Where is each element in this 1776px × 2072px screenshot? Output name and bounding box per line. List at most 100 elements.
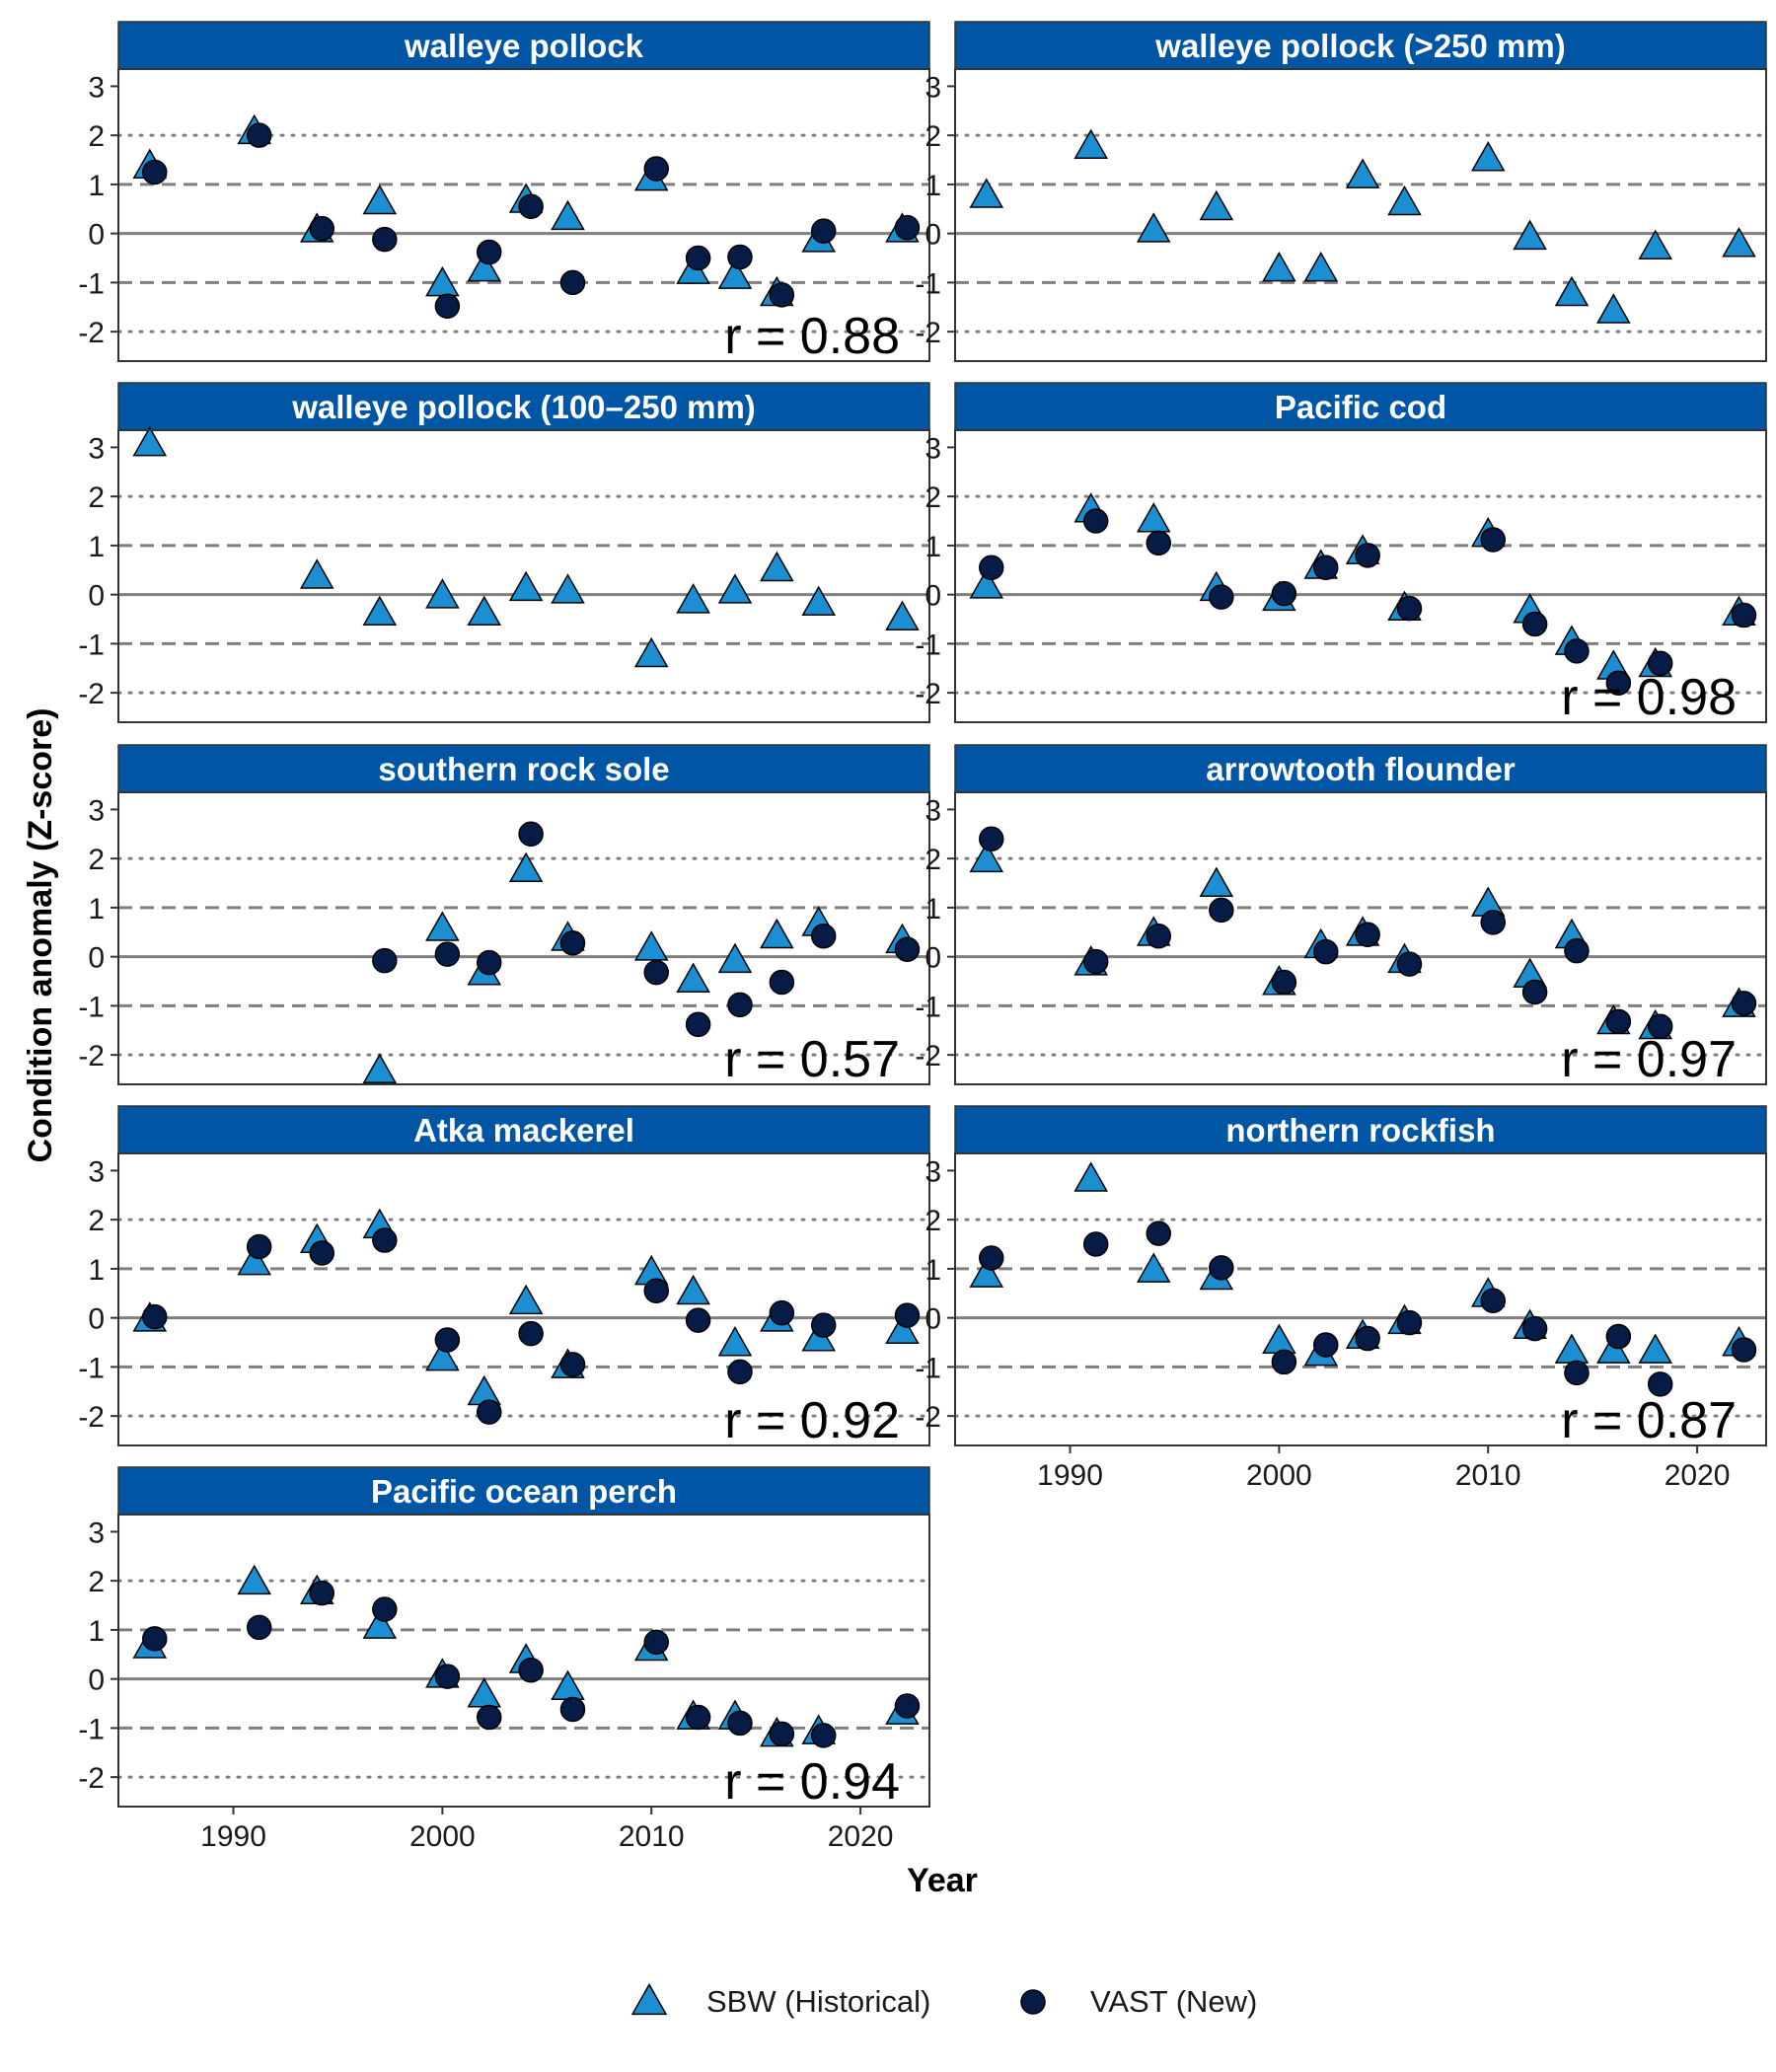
vast-point xyxy=(727,992,753,1018)
y-axis-title: Condition anomaly (Z-score) xyxy=(22,708,59,1163)
panel-atka-mackerel: Atka mackerel -2 -1 0 1 2 3 r = 0.92 xyxy=(78,1105,931,1449)
panel-strip xyxy=(117,21,930,70)
vast-point xyxy=(559,929,586,956)
y-tick-label: 1 xyxy=(925,531,941,563)
vast-point xyxy=(643,959,669,986)
correlation-label: r = 0.92 xyxy=(724,1392,900,1449)
panel-northern-rockfish: northern rockfish -2 -1 0 1 2 3 1990 2000 2010 202… xyxy=(915,1105,1768,1492)
panel-border xyxy=(117,1152,930,1446)
sbw-point xyxy=(237,1244,271,1276)
vast-point xyxy=(309,215,335,242)
sbw-point xyxy=(885,600,920,630)
panel-title: walleye pollock (>250 mm) xyxy=(1154,28,1565,64)
sbw-point xyxy=(1638,229,1673,260)
vast-point xyxy=(1271,969,1297,996)
y-tick-label: 3 xyxy=(925,432,941,465)
panel-strip xyxy=(117,744,930,793)
sbw-point xyxy=(1073,1161,1108,1192)
panel-border xyxy=(117,791,930,1085)
panel-border xyxy=(954,1152,1767,1446)
sbw-point xyxy=(633,930,669,961)
x-tick-label: 2020 xyxy=(828,1820,894,1853)
y-tick-label: 0 xyxy=(88,942,105,975)
vast-point xyxy=(1355,1325,1380,1352)
x-tick-label: 2020 xyxy=(1665,1459,1731,1492)
sbw-point xyxy=(676,962,710,993)
correlation-label: r = 0.98 xyxy=(1561,669,1737,726)
vast-point xyxy=(1209,1255,1234,1281)
y-tick-label: -1 xyxy=(915,991,941,1023)
vast-point xyxy=(1647,1013,1673,1040)
sbw-point xyxy=(1554,275,1590,307)
sbw-point xyxy=(1638,1333,1673,1364)
sbw-point xyxy=(237,1564,271,1595)
vast-point xyxy=(810,218,837,244)
y-tick-label: 3 xyxy=(88,71,105,104)
sbw-point xyxy=(467,251,502,282)
y-tick-label: 1 xyxy=(88,893,105,925)
vast-point xyxy=(518,1320,544,1347)
y-tick-label: -2 xyxy=(915,1040,941,1073)
y-tick-label: -2 xyxy=(78,1401,105,1434)
y-tick-label: -1 xyxy=(78,1713,105,1745)
vast-point xyxy=(1480,1288,1506,1313)
vast-point xyxy=(769,1721,795,1747)
y-tick-label: -2 xyxy=(915,1401,941,1434)
vast-point xyxy=(1082,508,1109,534)
panel-title: Pacific cod xyxy=(1275,389,1446,425)
vast-point xyxy=(476,949,502,976)
vast-point xyxy=(1146,924,1172,949)
sbw-point xyxy=(885,1313,920,1345)
vast-point xyxy=(246,122,272,148)
x-tick-label: 1990 xyxy=(200,1820,266,1853)
panel-border xyxy=(954,68,1767,362)
vast-point xyxy=(894,1693,921,1719)
y-tick-label: -2 xyxy=(78,678,105,710)
y-tick-label: 1 xyxy=(925,893,941,925)
vast-point xyxy=(979,555,1004,581)
sbw-point xyxy=(1596,1333,1631,1364)
vast-point xyxy=(810,924,837,949)
y-tick-label: 0 xyxy=(925,1303,941,1336)
vast-point xyxy=(1396,1309,1423,1336)
panel-arrowtooth-flounder: arrowtooth flounder -2 -1 0 1 2 3 r = 0.97 xyxy=(915,744,1768,1088)
y-tick-label: -2 xyxy=(78,317,105,349)
sbw-point xyxy=(1136,212,1171,243)
sbw-point xyxy=(633,636,669,668)
vast-point xyxy=(434,293,461,320)
vast-point xyxy=(727,244,753,270)
vast-point xyxy=(476,239,502,265)
sbw-point xyxy=(132,425,168,457)
panel-border xyxy=(954,791,1767,1085)
vast-point xyxy=(372,947,398,974)
panel-title: Pacific ocean perch xyxy=(371,1473,677,1510)
sbw-point xyxy=(362,1053,398,1084)
vast-point xyxy=(1605,1323,1632,1350)
vast-point xyxy=(518,193,544,220)
vast-point xyxy=(434,941,461,967)
legend-key-vast-circle-icon xyxy=(1020,1989,1046,2015)
x-tick-label: 2010 xyxy=(619,1820,685,1853)
x-tick-label: 2010 xyxy=(1455,1459,1521,1492)
sbw-point xyxy=(969,568,1004,599)
y-tick-label: 0 xyxy=(88,219,105,252)
panel-border xyxy=(954,429,1767,723)
correlation-label: r = 0.97 xyxy=(1561,1031,1737,1088)
panel-strip xyxy=(954,21,1767,70)
vast-point xyxy=(246,1614,272,1641)
y-tick-label: 2 xyxy=(88,481,105,514)
y-tick-label: 3 xyxy=(925,1155,941,1188)
sbw-point xyxy=(760,551,794,582)
vast-point xyxy=(685,245,711,271)
vast-point xyxy=(1312,938,1339,965)
vast-point xyxy=(894,1302,921,1328)
vast-point xyxy=(1146,530,1172,556)
y-tick-label: 3 xyxy=(925,794,941,827)
x-axis-title: Year xyxy=(907,1862,978,1899)
sbw-point xyxy=(969,1257,1004,1288)
sbw-point xyxy=(1303,251,1339,282)
legend-triangle-marker xyxy=(630,1982,668,2016)
vast-point xyxy=(142,1626,168,1652)
